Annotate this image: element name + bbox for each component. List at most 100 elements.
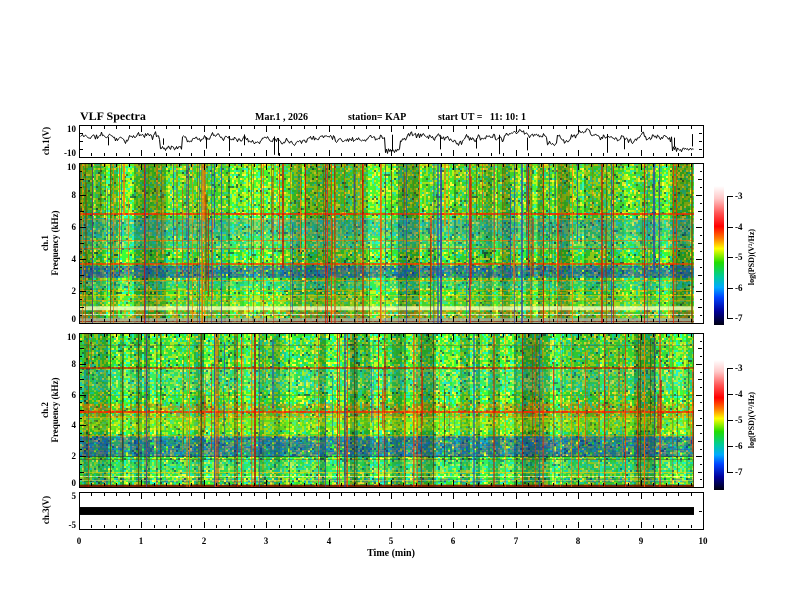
axis-tick: [628, 319, 629, 322]
y-tick-label: 5: [71, 491, 77, 501]
axis-tick: [491, 493, 492, 496]
axis-tick: [266, 334, 267, 340]
axis-tick: [691, 319, 692, 322]
axis-tick: [266, 316, 267, 322]
axis-tick: [416, 126, 417, 129]
axis-tick: [616, 126, 617, 129]
axis-tick: [616, 334, 617, 337]
axis-tick: [503, 525, 504, 528]
axis-tick: [696, 487, 702, 488]
axis-tick: [591, 164, 592, 167]
axis-tick: [603, 164, 604, 167]
axis-tick: [698, 379, 702, 380]
axis-tick: [516, 522, 517, 528]
axis-tick: [491, 525, 492, 528]
axis-tick: [453, 334, 454, 340]
axis-tick: [366, 493, 367, 496]
axis-tick: [80, 479, 82, 480]
axis-tick: [700, 235, 702, 236]
axis-tick: [116, 493, 117, 496]
axis-tick: [666, 483, 667, 486]
axis-tick: [416, 153, 417, 156]
axis-tick: [428, 126, 429, 129]
axis-tick: [80, 323, 86, 324]
axis-tick: [80, 227, 86, 228]
axis-tick: [80, 299, 82, 300]
axis-tick: [166, 153, 167, 156]
axis-tick: [503, 319, 504, 322]
axis-tick: [603, 483, 604, 486]
axis-tick: [416, 319, 417, 322]
axis-tick: [541, 164, 542, 167]
ylabel-ch2-spectrogram: ch.2 Frequency (kHz): [40, 355, 62, 465]
axis-tick: [666, 493, 667, 496]
axis-tick: [428, 525, 429, 528]
axis-tick: [91, 319, 92, 322]
axis-tick: [204, 316, 205, 322]
axis-tick: [341, 126, 342, 129]
axis-tick: [628, 153, 629, 156]
axis-tick: [80, 472, 84, 473]
colorbar-tick-label: -3: [735, 363, 743, 373]
axis-tick: [266, 150, 267, 156]
axis-tick: [316, 126, 317, 129]
axis-tick: [216, 153, 217, 156]
axis-tick: [79, 522, 80, 528]
axis-tick: [229, 483, 230, 486]
axis-tick: [191, 153, 192, 156]
axis-tick: [91, 153, 92, 156]
axis-tick: [379, 483, 380, 486]
axis-tick: [80, 410, 84, 411]
axis-tick: [428, 153, 429, 156]
x-tick-label: 10: [698, 536, 708, 546]
axis-tick: [478, 164, 479, 167]
axis-tick: [703, 164, 704, 170]
axis-tick: [80, 456, 86, 457]
axis-tick: [727, 446, 733, 447]
axis-tick: [566, 164, 567, 167]
axis-tick: [528, 153, 529, 156]
axis-tick: [254, 493, 255, 496]
axis-tick: [528, 483, 529, 486]
ch1-waveform-canvas: [80, 126, 694, 157]
x-tick-label: 4: [326, 536, 332, 546]
axis-tick: [566, 334, 567, 337]
axis-tick: [179, 319, 180, 322]
axis-tick: [229, 319, 230, 322]
axis-tick: [129, 334, 130, 337]
axis-tick: [80, 267, 82, 268]
axis-tick: [266, 126, 267, 132]
axis-tick: [603, 126, 604, 129]
axis-tick: [391, 150, 392, 156]
axis-tick: [216, 126, 217, 129]
axis-tick: [254, 334, 255, 337]
axis-tick: [628, 525, 629, 528]
axis-tick: [503, 126, 504, 129]
axis-tick: [653, 525, 654, 528]
axis-tick: [516, 334, 517, 340]
axis-tick: [129, 525, 130, 528]
axis-tick: [541, 319, 542, 322]
axis-tick: [696, 364, 702, 365]
axis-tick: [700, 251, 702, 252]
axis-tick: [541, 483, 542, 486]
axis-tick: [478, 126, 479, 129]
axis-tick: [179, 525, 180, 528]
y-tick-label: 10: [67, 332, 76, 342]
axis-tick: [700, 479, 702, 480]
axis-tick: [700, 356, 702, 357]
axis-tick: [104, 164, 105, 167]
axis-tick: [91, 126, 92, 129]
axis-tick: [628, 126, 629, 129]
x-tick-label: 6: [450, 536, 456, 546]
axis-tick: [341, 493, 342, 496]
axis-tick: [691, 525, 692, 528]
axis-tick: [403, 164, 404, 167]
axis-tick: [696, 333, 702, 334]
axis-tick: [254, 126, 255, 129]
axis-tick: [166, 525, 167, 528]
axis-tick: [727, 227, 733, 228]
axis-tick: [141, 522, 142, 528]
axis-tick: [641, 522, 642, 528]
axis-tick: [179, 153, 180, 156]
